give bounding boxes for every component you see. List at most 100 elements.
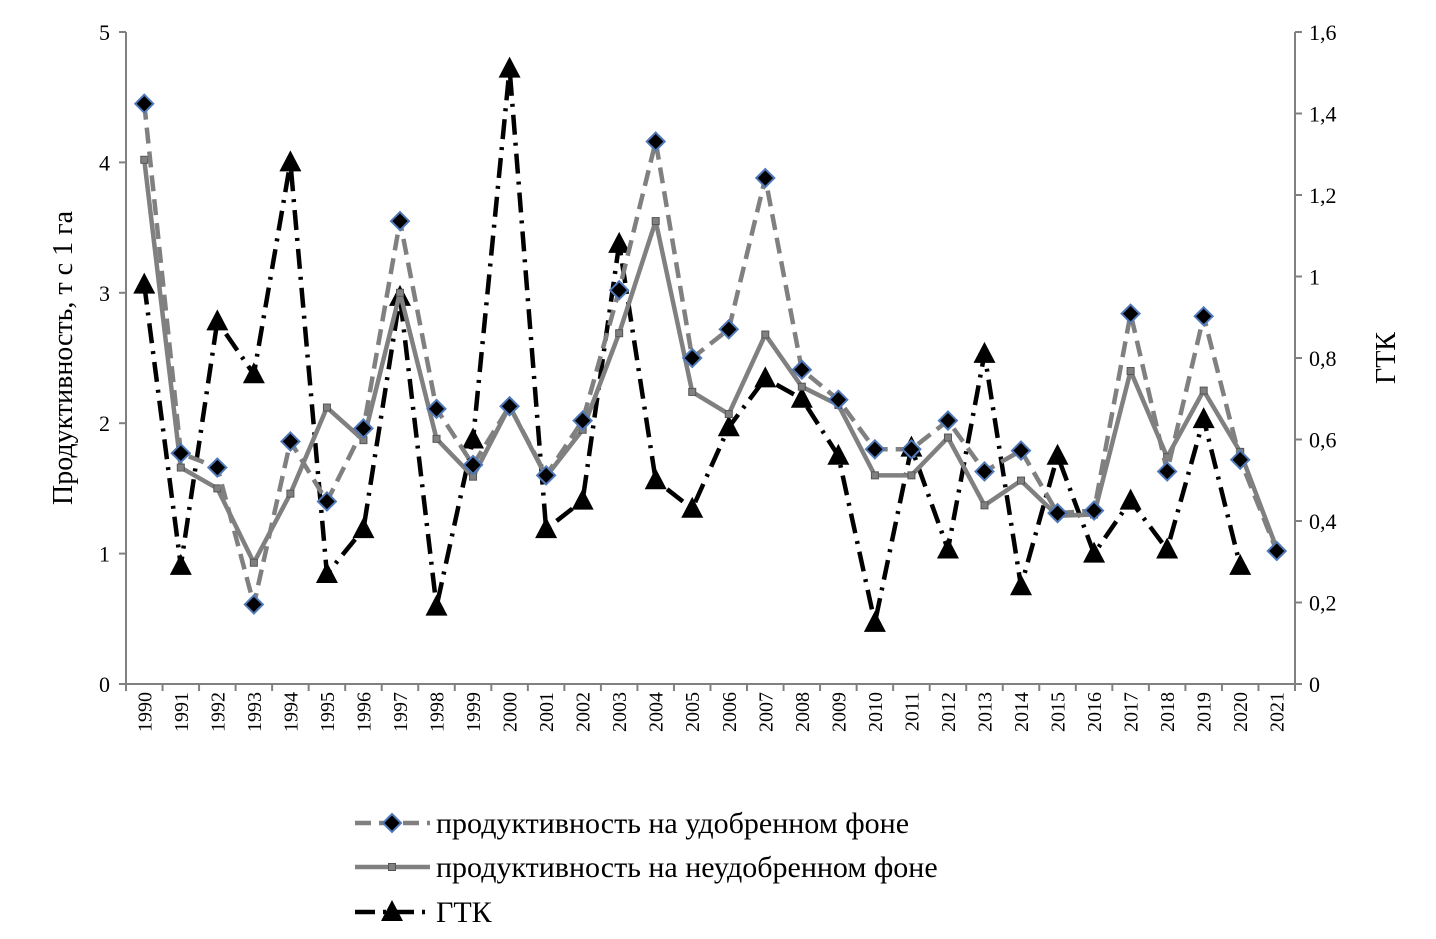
data-point (279, 150, 302, 172)
data-point (717, 415, 740, 437)
y2-tick-label: 0,2 (1309, 591, 1337, 616)
y2-tick-label: 1,6 (1309, 20, 1337, 45)
data-point (644, 468, 667, 490)
data-point (761, 330, 770, 339)
y2-axis-label: ГТК (1371, 332, 1402, 384)
y2-tick-label: 1,2 (1309, 183, 1337, 208)
x-tick-label: 2014 (1011, 692, 1033, 732)
series-line (142, 103, 1279, 607)
x-tick-label: 2016 (1084, 692, 1106, 732)
data-point (615, 329, 624, 338)
x-tick-label: 2015 (1048, 692, 1070, 732)
y2-tick-label: 1 (1309, 265, 1320, 290)
data-point (426, 398, 447, 420)
data-point (1199, 386, 1208, 395)
y2-tick-label: 0,6 (1309, 428, 1337, 453)
y-tick-label: 5 (99, 20, 110, 45)
legend-marker (381, 900, 403, 921)
data-point (718, 318, 740, 340)
x-tick-label: 2010 (865, 692, 887, 732)
x-tick-label: 1991 (171, 692, 193, 732)
x-tick-label: 2005 (682, 692, 704, 732)
data-point (645, 131, 667, 152)
x-tick-label: 2000 (500, 692, 522, 732)
data-point (1193, 305, 1215, 327)
data-point (1047, 502, 1068, 524)
data-point (1010, 440, 1032, 461)
x-tick-label: 2012 (938, 692, 960, 732)
data-point (170, 442, 192, 464)
data-point (827, 443, 850, 465)
data-point (353, 418, 374, 439)
data-point (133, 93, 155, 115)
data-point (535, 517, 558, 539)
data-point (651, 217, 660, 226)
y2-tick-label: 0,8 (1309, 346, 1337, 371)
data-point (571, 488, 594, 510)
x-tick-label: 2011 (901, 692, 923, 731)
data-point (169, 553, 192, 575)
data-point (206, 457, 228, 478)
x-tick-label: 1992 (207, 692, 229, 732)
data-point (1010, 574, 1033, 596)
x-tick-label: 2019 (1194, 692, 1216, 732)
y-axis-label: Продуктивность, т с 1 га (48, 210, 79, 505)
data-point (1156, 461, 1178, 482)
x-tick-label: 1993 (244, 692, 266, 732)
data-point (754, 167, 776, 189)
data-point (1083, 541, 1106, 563)
x-tick-label: 2021 (1267, 692, 1289, 732)
data-point (352, 517, 375, 539)
x-tick-label: 2009 (828, 692, 850, 732)
data-point (1126, 367, 1135, 376)
data-point (974, 461, 995, 482)
x-tick-label: 2020 (1230, 692, 1252, 732)
legend-label: продуктивность на неудобренном фоне (436, 851, 938, 884)
x-tick-label: 1990 (134, 692, 156, 732)
data-point (389, 210, 411, 232)
data-point (395, 288, 404, 297)
data-point (937, 410, 959, 432)
data-point (870, 471, 879, 480)
x-tick-label: 2008 (792, 692, 814, 732)
series-group (133, 56, 1288, 632)
x-tick-label: 1994 (280, 692, 302, 732)
y2-tick-label: 1,4 (1309, 102, 1337, 127)
data-point (1046, 443, 1069, 465)
data-point (1229, 553, 1252, 575)
y-tick-label: 2 (99, 411, 110, 436)
x-tick-label: 2006 (719, 692, 741, 732)
data-point (535, 464, 557, 486)
x-tick-label: 2001 (536, 692, 558, 732)
x-tick-label: 2017 (1121, 692, 1143, 732)
data-point (242, 362, 265, 384)
x-tick-label: 1999 (463, 692, 485, 732)
x-tick-label: 2002 (573, 692, 595, 732)
data-point (936, 537, 959, 559)
data-point (249, 558, 258, 567)
y-tick-label: 1 (99, 542, 110, 567)
data-point (754, 366, 777, 388)
data-point (322, 403, 331, 412)
data-point (1229, 449, 1251, 471)
data-point (1156, 537, 1179, 559)
data-point (863, 610, 886, 632)
data-point (140, 155, 149, 164)
series-line (142, 159, 1279, 565)
data-point (797, 382, 806, 391)
data-point (791, 359, 813, 381)
x-tick-label: 2003 (609, 692, 631, 732)
data-point (1192, 407, 1215, 429)
data-point (213, 484, 222, 493)
data-point (279, 431, 301, 452)
data-point (432, 434, 441, 443)
data-point (724, 410, 733, 419)
data-point (462, 454, 484, 476)
data-point (206, 309, 229, 331)
data-point (608, 231, 631, 253)
y2-tick-label: 0,4 (1309, 509, 1337, 534)
data-point (315, 561, 338, 583)
data-point (901, 438, 922, 460)
data-point (133, 272, 156, 294)
